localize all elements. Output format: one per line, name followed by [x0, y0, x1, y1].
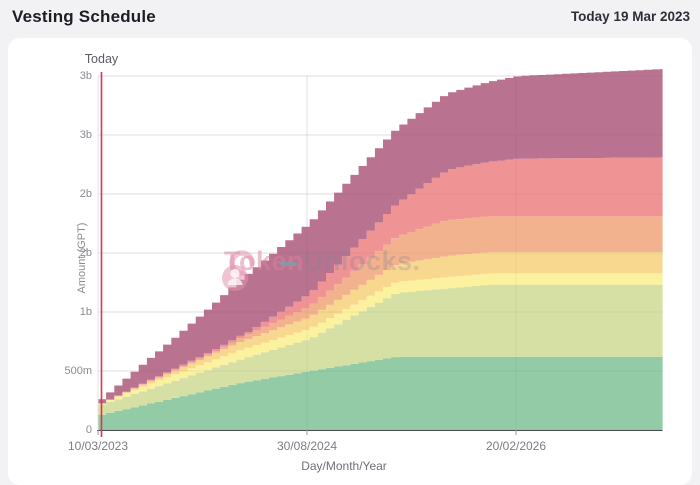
- y-tick-label-2: 1b: [79, 306, 92, 318]
- today-date-label: Today 19 Mar 2023: [570, 9, 690, 24]
- y-tick-label-3: 2b: [79, 247, 92, 259]
- series-allocation-yellow: [98, 252, 663, 404]
- x-tick-label-1: 30/08/2024: [276, 439, 338, 453]
- y-tick-label-1: 500m: [64, 365, 92, 377]
- x-tick-label-2: 20/02/2026: [485, 439, 547, 453]
- x-tick-label-0: 10/03/2023: [67, 439, 129, 453]
- page-title: Vesting Schedule: [12, 7, 156, 26]
- series-allocation-peach: [98, 216, 663, 404]
- vesting-chart-canvas[interactable]: [8, 38, 692, 485]
- page-header: Vesting Schedule Today 19 Mar 2023: [0, 0, 700, 38]
- vesting-schedule-card: 0 500m 1b 2b 2b 3b 3b 10/03/2023 30/08/2024 20/0…: [8, 38, 692, 485]
- series-allocation-salmon: [98, 157, 663, 404]
- series-allocation-olive: [98, 284, 663, 415]
- y-axis-title: Amount (GPT): [76, 222, 88, 294]
- y-tick-label-0: 0: [85, 424, 92, 436]
- series-allocation-pale-yellow: [98, 273, 663, 405]
- y-tick-label-5: 3b: [79, 129, 92, 141]
- series-allocation-green: [98, 356, 663, 430]
- x-axis-title: Day/Month/Year: [301, 459, 387, 473]
- series-allocation-maroon: [98, 68, 663, 404]
- y-tick-label-6: 3b: [79, 70, 92, 82]
- y-tick-label-4: 2b: [79, 188, 92, 200]
- today-marker-label: Today: [84, 52, 119, 66]
